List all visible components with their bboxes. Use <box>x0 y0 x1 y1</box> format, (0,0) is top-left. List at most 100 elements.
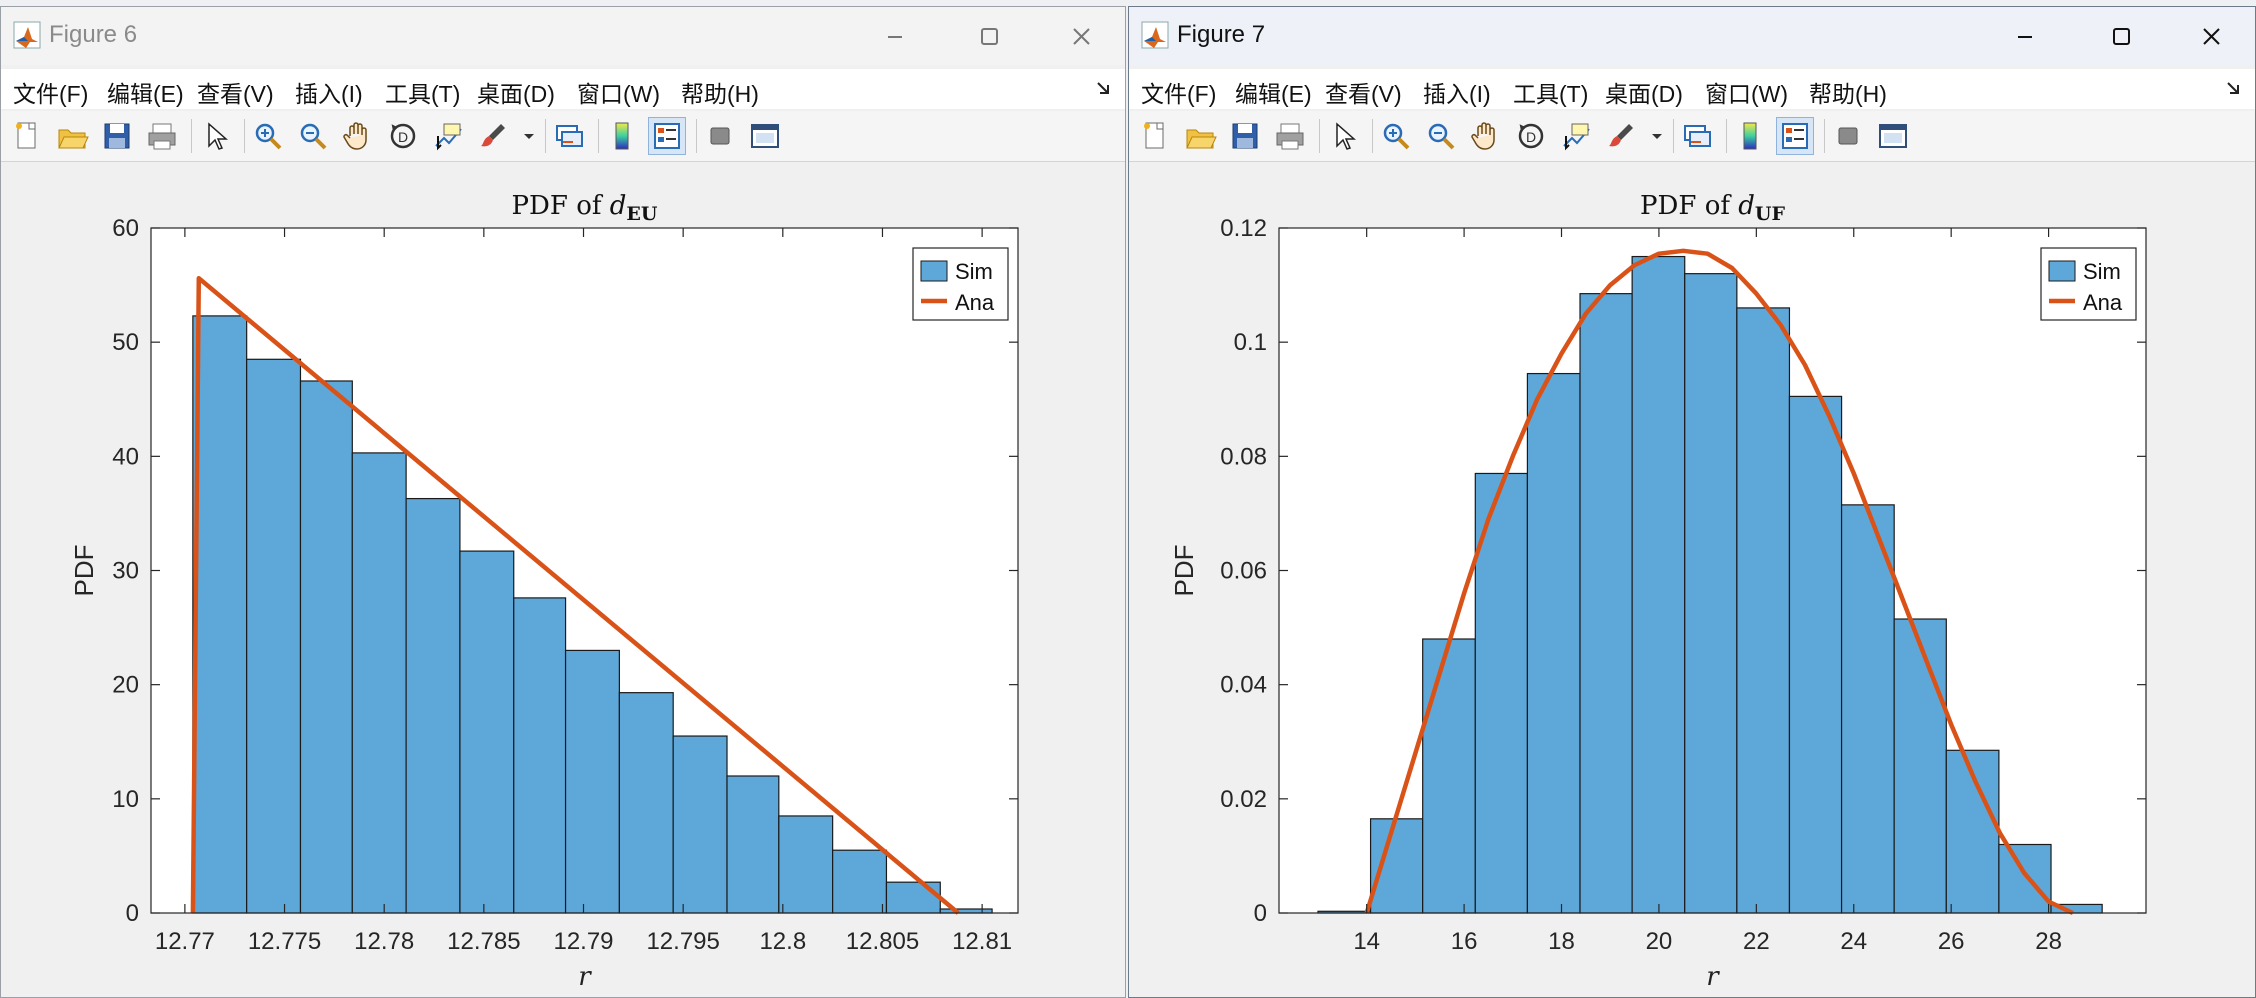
legend[interactable]: Sim Ana <box>2040 247 2137 321</box>
y-tick-label: 0.1 <box>1234 329 1267 356</box>
chart-svg: 12.77 12.775 12.78 12.785 12.79 12.795 12.8 12.… <box>69 191 1019 992</box>
new-figure-tool[interactable] <box>9 118 45 154</box>
show-plot-tools-icon <box>751 124 779 148</box>
histogram-bar <box>1788 395 1843 914</box>
y-tick-label: 0.06 <box>1220 558 1267 585</box>
maximize-button[interactable] <box>959 15 1019 59</box>
histogram-bar <box>1526 372 1581 914</box>
open-file-icon <box>1186 129 1217 149</box>
data-cursor-tool[interactable] <box>430 118 466 154</box>
minimize-button[interactable] <box>865 15 925 59</box>
title-bar[interactable]: Figure 6 <box>1 7 1125 65</box>
close-icon <box>1073 28 1090 45</box>
brush-tool[interactable] <box>475 118 511 154</box>
menu-item-6[interactable]: 窗口(W) <box>1705 81 1789 107</box>
legend-box <box>912 247 1009 321</box>
histogram-bar <box>1893 618 1947 914</box>
maximize-button[interactable] <box>2091 15 2151 59</box>
menu-item-3[interactable]: 插入(I) <box>295 81 363 107</box>
maximize-icon <box>981 28 998 45</box>
figure-window-6[interactable]: Figure 6 文件(F) 编辑(E) 查看(V) 插入(I) 工具(T) 桌面(D) 窗口… <box>0 6 1126 998</box>
histogram-bar <box>885 881 941 914</box>
pan-hand-icon <box>1471 122 1495 150</box>
pointer-tool[interactable] <box>197 118 233 154</box>
histogram-bar <box>405 497 461 914</box>
x-axis-label: r <box>1706 962 1720 992</box>
toolbar-separator <box>1824 119 1825 153</box>
legend[interactable]: Sim Ana <box>912 247 1009 321</box>
chart-title-subscript: UF <box>1755 203 1786 225</box>
zoom-out-tool[interactable] <box>1423 118 1459 154</box>
show-plot-tools-tool[interactable] <box>1875 118 1911 154</box>
menu-item-4[interactable]: 工具(T) <box>1513 81 1589 107</box>
menu-item-1[interactable]: 编辑(E) <box>107 81 184 107</box>
save-tool[interactable] <box>99 118 135 154</box>
open-file-tool[interactable] <box>1182 118 1218 154</box>
y-tick-label: 0.04 <box>1220 672 1267 699</box>
pan-hand-tool[interactable] <box>340 118 376 154</box>
link-plot-tool[interactable] <box>1679 118 1715 154</box>
rotate-3d-tool[interactable]: D <box>385 118 421 154</box>
legend-box <box>2040 247 2137 321</box>
histogram-bar <box>459 550 515 914</box>
print-tool[interactable] <box>144 118 180 154</box>
brush-tool[interactable] <box>1603 118 1639 154</box>
save-tool[interactable] <box>1227 118 1263 154</box>
minimize-button[interactable] <box>1995 15 2055 59</box>
y-tick-label: 0 <box>126 900 139 927</box>
minimize-icon <box>2018 36 2032 38</box>
print-tool[interactable] <box>1272 118 1308 154</box>
zoom-in-tool[interactable] <box>250 118 286 154</box>
data-cursor-tool[interactable] <box>1558 118 1594 154</box>
histogram-bar <box>1684 273 1738 914</box>
x-tick-label: 12.775 <box>248 928 321 955</box>
colorbar-tool[interactable] <box>1732 118 1768 154</box>
colorbar-tool[interactable] <box>604 118 640 154</box>
zoom-in-tool[interactable] <box>1378 118 1414 154</box>
zoom-out-icon <box>1428 123 1455 150</box>
x-tick-label: 26 <box>1938 928 1965 955</box>
menu-item-0[interactable]: 文件(F) <box>13 81 89 107</box>
y-tick-label: 30 <box>112 558 139 585</box>
x-tick-label: 28 <box>2035 928 2062 955</box>
rotate-3d-tool[interactable]: D <box>1513 118 1549 154</box>
pan-hand-tool[interactable] <box>1468 118 1504 154</box>
histogram-bar <box>1579 293 1633 914</box>
legend-tool[interactable] <box>648 117 686 155</box>
histogram-bar <box>672 735 728 914</box>
legend-icon <box>1782 123 1808 149</box>
rotate-3d-icon: D <box>390 123 416 149</box>
menu-item-3[interactable]: 插入(I) <box>1423 81 1491 107</box>
close-button[interactable] <box>2181 15 2241 59</box>
undock-arrow-icon[interactable] <box>1095 79 1113 97</box>
menu-item-4[interactable]: 工具(T) <box>385 81 461 107</box>
menu-item-7[interactable]: 帮助(H) <box>681 81 759 107</box>
menu-item-5[interactable]: 桌面(D) <box>477 81 555 107</box>
menu-item-1[interactable]: 编辑(E) <box>1235 81 1312 107</box>
link-plot-tool[interactable] <box>551 118 587 154</box>
menu-item-5[interactable]: 桌面(D) <box>1605 81 1683 107</box>
legend-label-ana: Ana <box>955 290 995 315</box>
brush-dropdown-tool[interactable] <box>1648 118 1662 154</box>
pointer-tool[interactable] <box>1325 118 1361 154</box>
menu-item-2[interactable]: 查看(V) <box>197 81 274 107</box>
zoom-out-icon <box>300 123 327 150</box>
legend-label-ana: Ana <box>2083 290 2123 315</box>
save-icon <box>104 123 130 149</box>
title-bar[interactable]: Figure 7 <box>1129 7 2255 65</box>
new-figure-tool[interactable] <box>1137 118 1173 154</box>
hide-plot-tools-tool[interactable] <box>1830 118 1866 154</box>
open-file-tool[interactable] <box>54 118 90 154</box>
figure-window-7[interactable]: Figure 7 文件(F) 编辑(E) 查看(V) 插入(I) 工具(T) 桌面(D) 窗口… <box>1128 6 2256 998</box>
menu-item-0[interactable]: 文件(F) <box>1141 81 1217 107</box>
zoom-out-tool[interactable] <box>295 118 331 154</box>
show-plot-tools-tool[interactable] <box>747 118 783 154</box>
menu-item-6[interactable]: 窗口(W) <box>577 81 661 107</box>
brush-dropdown-tool[interactable] <box>520 118 534 154</box>
legend-tool[interactable] <box>1776 117 1814 155</box>
undock-arrow-icon[interactable] <box>2225 79 2243 97</box>
menu-item-2[interactable]: 查看(V) <box>1325 81 1402 107</box>
hide-plot-tools-tool[interactable] <box>702 118 738 154</box>
menu-item-7[interactable]: 帮助(H) <box>1809 81 1887 107</box>
close-button[interactable] <box>1051 15 1111 59</box>
